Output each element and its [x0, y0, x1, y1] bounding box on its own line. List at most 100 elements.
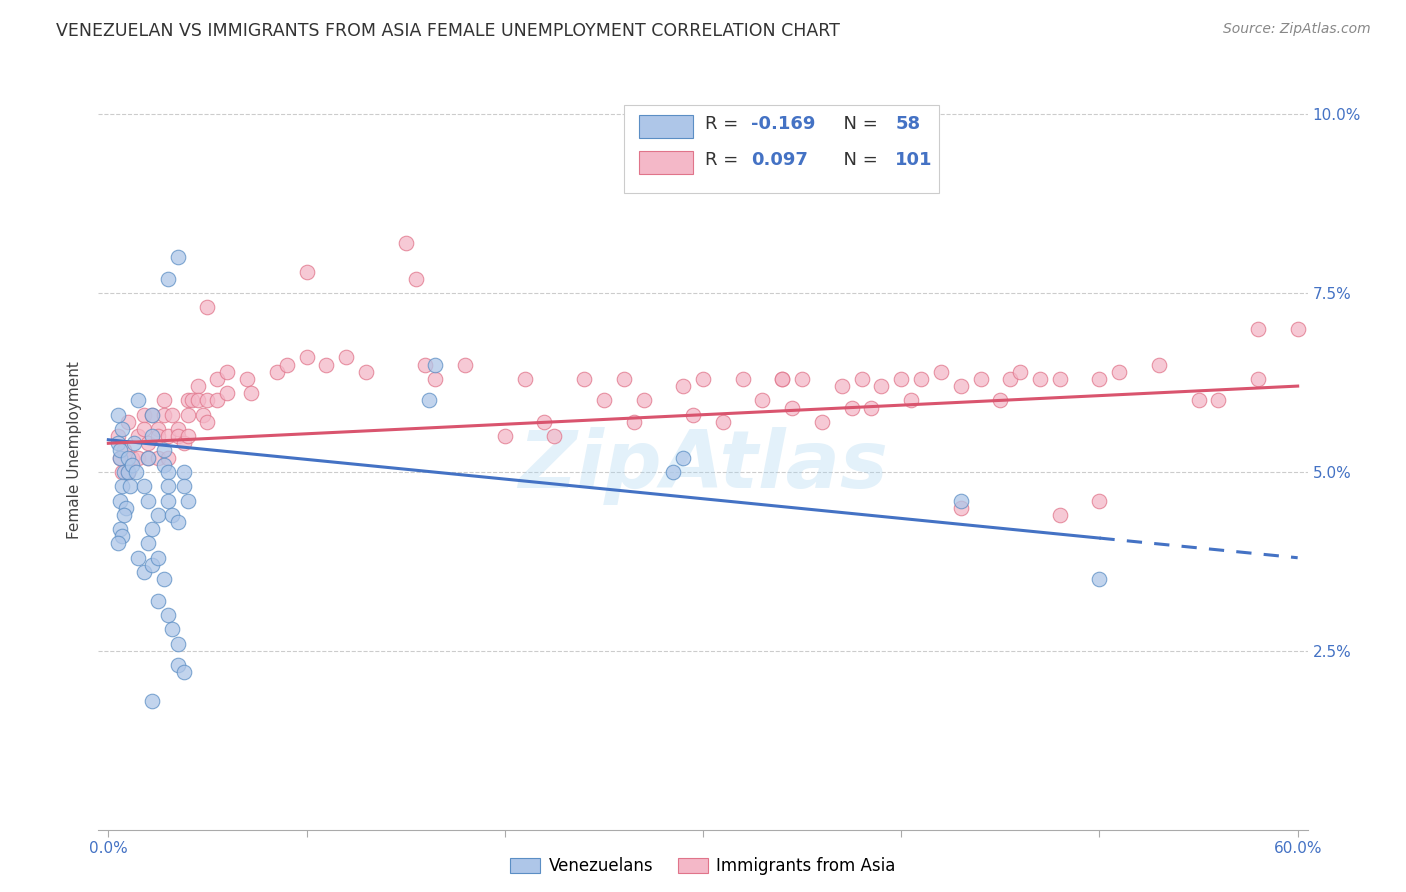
Point — [120, 479, 142, 493]
Point — [122, 436, 145, 450]
Point — [160, 622, 183, 636]
Point — [132, 422, 155, 436]
Point — [173, 479, 195, 493]
Point — [136, 493, 159, 508]
Point — [240, 386, 263, 401]
Point — [1010, 365, 1032, 379]
Point — [107, 429, 129, 443]
Point — [166, 429, 188, 443]
Point — [780, 401, 803, 415]
Point — [160, 508, 183, 522]
Point — [860, 401, 883, 415]
Point — [533, 415, 555, 429]
Point — [127, 393, 149, 408]
Point — [132, 408, 155, 422]
Point — [1247, 322, 1270, 336]
Point — [494, 429, 516, 443]
Point — [969, 372, 991, 386]
Point — [315, 358, 337, 372]
Point — [112, 508, 135, 522]
Point — [418, 393, 440, 408]
Point — [1029, 372, 1052, 386]
Text: N =: N = — [832, 115, 884, 134]
Point — [623, 415, 645, 429]
Point — [121, 458, 143, 472]
Point — [692, 372, 714, 386]
Point — [117, 465, 139, 479]
Point — [890, 372, 912, 386]
Point — [543, 429, 565, 443]
Point — [156, 465, 179, 479]
Point — [176, 408, 198, 422]
Point — [1049, 508, 1071, 522]
Point — [1088, 493, 1111, 508]
Legend: Venezuelans, Immigrants from Asia: Venezuelans, Immigrants from Asia — [502, 849, 904, 884]
Point — [1247, 372, 1270, 386]
Point — [136, 450, 159, 465]
Point — [176, 393, 198, 408]
Point — [156, 272, 179, 286]
Point — [454, 358, 477, 372]
Point — [207, 372, 229, 386]
Point — [141, 408, 163, 422]
Point — [153, 458, 176, 472]
Point — [572, 372, 595, 386]
Point — [790, 372, 813, 386]
Point — [870, 379, 893, 393]
Point — [156, 479, 179, 493]
Point — [110, 450, 132, 465]
Point — [173, 665, 195, 680]
Point — [141, 558, 163, 572]
Point — [141, 522, 163, 536]
Text: 101: 101 — [896, 151, 932, 169]
Point — [425, 358, 447, 372]
Point — [180, 393, 202, 408]
Point — [117, 465, 139, 479]
Point — [405, 272, 427, 286]
Point — [1208, 393, 1230, 408]
Point — [132, 479, 155, 493]
Point — [176, 493, 198, 508]
FancyBboxPatch shape — [624, 105, 939, 193]
Point — [107, 408, 129, 422]
Point — [672, 450, 695, 465]
Point — [146, 508, 169, 522]
Point — [115, 500, 138, 515]
Point — [146, 422, 169, 436]
Point — [111, 422, 134, 436]
Point — [146, 429, 169, 443]
Point — [929, 365, 952, 379]
Point — [156, 493, 179, 508]
Point — [197, 415, 219, 429]
FancyBboxPatch shape — [638, 151, 693, 174]
Point — [136, 436, 159, 450]
Point — [949, 493, 972, 508]
Point — [841, 401, 863, 415]
Point — [127, 550, 149, 565]
Point — [166, 515, 188, 529]
Point — [513, 372, 536, 386]
Point — [156, 450, 179, 465]
Point — [111, 465, 134, 479]
Point — [111, 529, 134, 543]
Point — [186, 379, 208, 393]
Point — [731, 372, 754, 386]
Point — [395, 235, 418, 250]
Text: 0.097: 0.097 — [751, 151, 808, 169]
Point — [811, 415, 834, 429]
Point — [110, 450, 132, 465]
Text: R =: R = — [706, 115, 744, 134]
Point — [186, 393, 208, 408]
Point — [166, 250, 188, 264]
Text: ZipAtlas: ZipAtlas — [517, 426, 889, 505]
Point — [633, 393, 655, 408]
Point — [146, 593, 169, 607]
Point — [173, 465, 195, 479]
Point — [153, 572, 176, 586]
Point — [593, 393, 616, 408]
Point — [900, 393, 922, 408]
Point — [711, 415, 734, 429]
Point — [125, 465, 148, 479]
Point — [1108, 365, 1130, 379]
Point — [662, 465, 685, 479]
